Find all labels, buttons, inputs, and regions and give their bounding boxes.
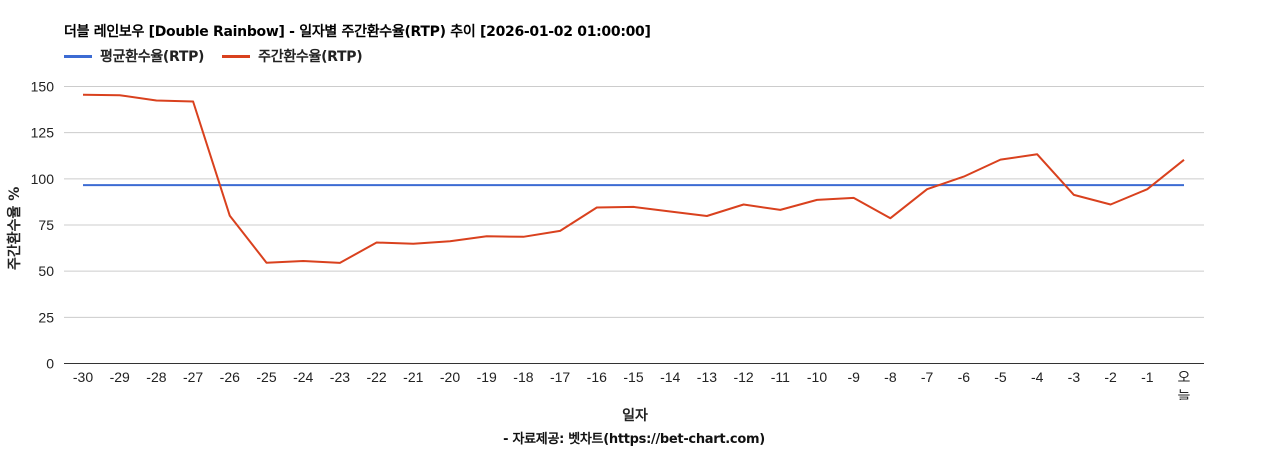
y-tick-label: 75	[38, 217, 54, 233]
y-tick-label: 25	[38, 309, 54, 325]
y-tick-label: 100	[31, 171, 55, 187]
x-tick-label: -11	[771, 369, 790, 385]
x-tick-label: -27	[183, 369, 203, 385]
x-tick-label: -6	[958, 369, 971, 385]
x-tick-label: -1	[1141, 369, 1154, 385]
y-tick-label: 125	[31, 125, 55, 141]
x-tick-label: -30	[73, 369, 93, 385]
data-source-credit: - 자료제공: 벳차트(https://bet-chart.com)	[503, 432, 765, 447]
legend-label-average: 평균환수율(RTP)	[100, 49, 205, 65]
y-axis-ticks: 0 25 50 75 100 125 150	[31, 79, 55, 372]
x-tick-label: -13	[697, 369, 717, 385]
legend-label-weekly: 주간환수율(RTP)	[258, 49, 363, 65]
x-tick-label: 늘	[1178, 388, 1191, 400]
legend-item-average-rtp[interactable]: 평균환수율(RTP)	[64, 46, 204, 66]
x-tick-label: -5	[994, 369, 1007, 385]
chart-legend: 평균환수율(RTP) 주간환수율(RTP)	[64, 46, 380, 66]
y-tick-label: 0	[46, 356, 54, 372]
x-tick-label: -20	[440, 369, 460, 385]
x-tick-label: -25	[256, 369, 276, 385]
x-tick-label: -8	[884, 369, 897, 385]
weekly-rtp-line[interactable]	[82, 93, 1185, 264]
legend-swatch-average	[64, 54, 92, 58]
chart-title: 더블 레인보우 [Double Rainbow] - 일자별 주간환수율(RTP…	[64, 24, 651, 40]
x-tick-label: -21	[403, 369, 423, 385]
x-tick-label: -3	[1068, 369, 1081, 385]
x-axis-ticks: -30 -29 -28 -27 -26 -25 -24 -23 -22 -21 -20 -19 -18 -…	[73, 369, 1191, 400]
x-tick-label: -23	[330, 369, 350, 385]
legend-swatch-weekly	[222, 54, 251, 58]
x-tick-label: -26	[220, 369, 240, 385]
x-tick-label: 오	[1178, 369, 1191, 385]
y-tick-label: 150	[31, 79, 55, 95]
x-tick-label: -18	[513, 369, 533, 385]
x-tick-label: -22	[366, 369, 386, 385]
x-tick-label: -4	[1031, 369, 1044, 385]
legend-item-weekly-rtp[interactable]: 주간환수율(RTP)	[222, 46, 363, 66]
x-tick-label: -28	[146, 369, 166, 385]
x-tick-label: -24	[293, 369, 313, 385]
series-lines	[82, 93, 1185, 264]
gridlines	[64, 86, 1204, 364]
x-axis-label-text: 일자	[622, 408, 648, 424]
x-tick-label: -19	[477, 369, 497, 385]
x-tick-label: -7	[921, 369, 934, 385]
x-tick-label: -10	[807, 369, 827, 385]
x-tick-label: -16	[587, 369, 607, 385]
y-tick-label: 50	[38, 263, 54, 279]
x-tick-label: -17	[550, 369, 570, 385]
x-tick-label: -12	[733, 369, 753, 385]
x-axis-label: 일자	[0, 405, 1268, 425]
x-tick-label: -2	[1104, 369, 1117, 385]
x-tick-label: -29	[110, 369, 130, 385]
x-tick-label: -9	[847, 369, 860, 385]
x-tick-label: -14	[660, 369, 680, 385]
plot-area: 0 25 50 75 100 125 150 -30 -29 -28 -27 -26 -25 -24 -2…	[31, 79, 1204, 400]
x-tick-label: -15	[623, 369, 643, 385]
